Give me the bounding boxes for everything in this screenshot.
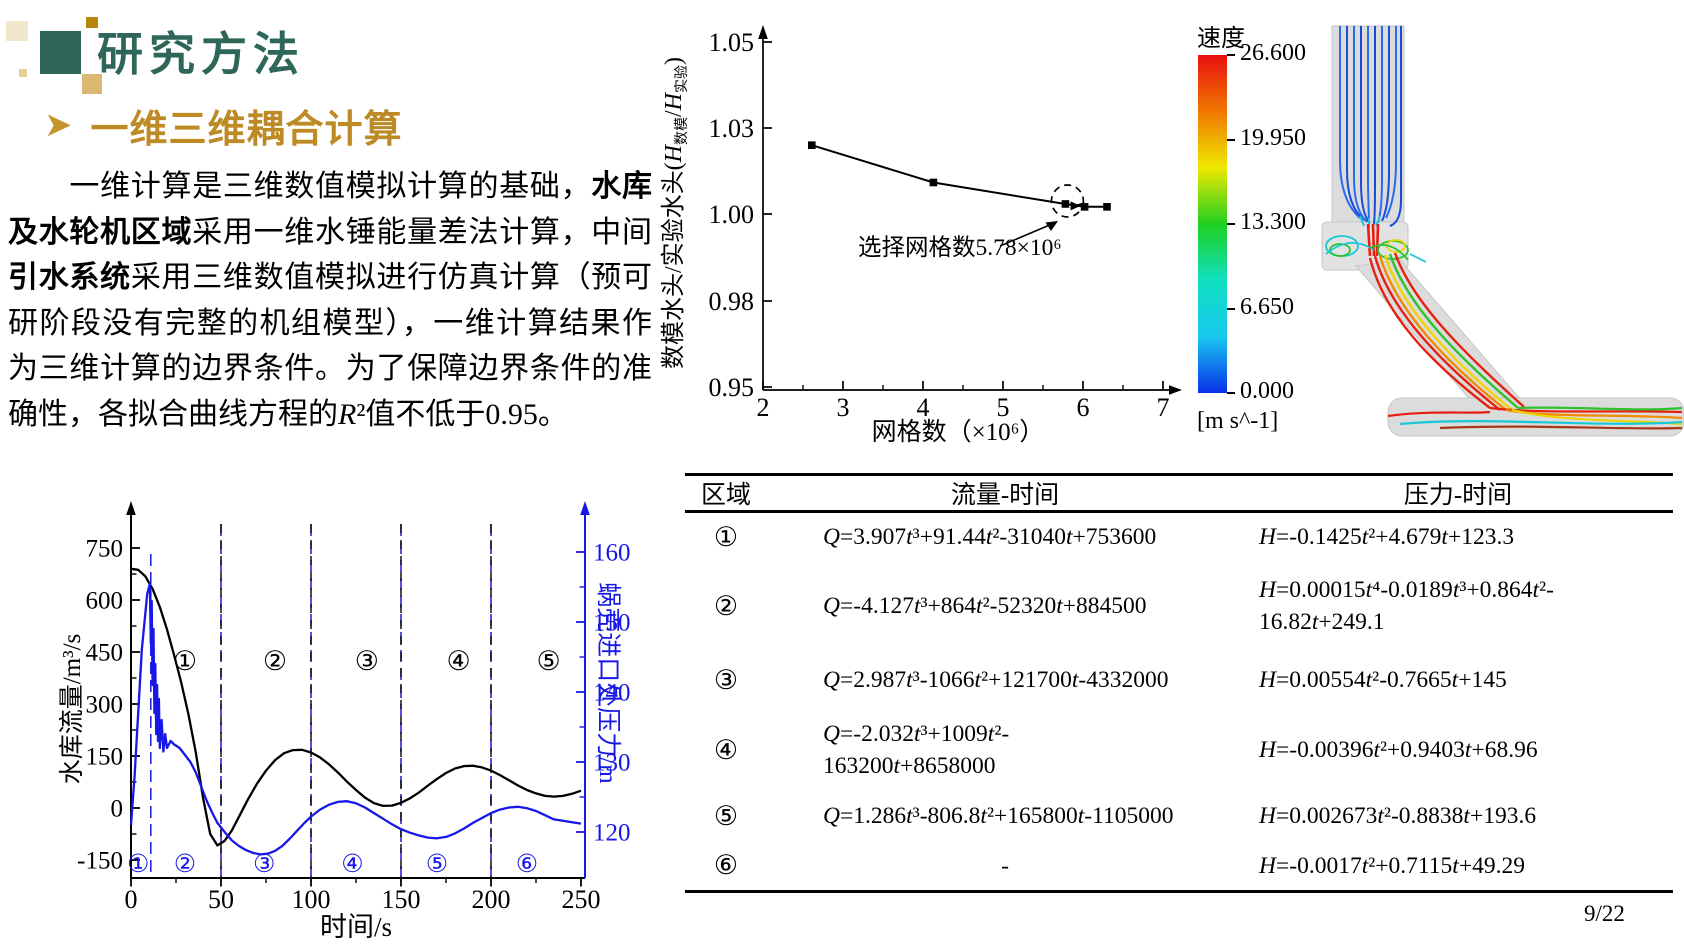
fitting-equations-table: 区域 流量-时间 压力-时间 ① Q=3.907t³+91.44t²-31040… <box>685 473 1673 893</box>
arrow-bullet-icon: ➤ <box>44 106 73 144</box>
svg-text:⑤: ⑤ <box>536 646 560 676</box>
svg-text:1.00: 1.00 <box>709 200 755 229</box>
svg-text:450: 450 <box>86 640 124 667</box>
streamline-visualization <box>1321 25 1684 437</box>
header-flow-time: 流量-时间 <box>950 482 1060 509</box>
section-subtitle: 一维三维耦合计算 <box>90 109 403 151</box>
svg-text:③: ③ <box>253 851 275 878</box>
chart-grid-independence: 2 3 4 5 6 7 1.05 1.03 1.00 0.98 0.95 数模水头/实验水头(H数模… <box>648 12 1183 446</box>
svg-text:0: 0 <box>125 885 138 914</box>
table-row: ④ Q=-2.032t³+1009t²- 163200t+8658000 H=-0… <box>713 721 1538 779</box>
velocity-colorbar: 速度 26.600 19.950 13.300 6.650 0.000 [m s^-1] <box>1195 18 1320 438</box>
header-region: 区域 <box>700 482 751 509</box>
chart-a-canvas: 2 3 4 5 6 7 1.05 1.03 1.00 0.98 0.95 <box>709 25 1182 422</box>
svg-text:5: 5 <box>997 393 1010 422</box>
svg-text:⑥: ⑥ <box>516 851 538 878</box>
svg-text:120: 120 <box>593 820 631 847</box>
chart-a-x-axis-label: 网格数（×10⁶） <box>871 419 1045 446</box>
deco-square-tan <box>19 69 27 77</box>
table-row: ⑤ Q=1.286t³-806.8t²+165800t-1105000 H=0.… <box>713 800 1537 831</box>
tailrace-streamlines <box>1387 406 1683 430</box>
svg-text:1.05: 1.05 <box>709 28 755 57</box>
deco-square-teal <box>40 31 81 74</box>
table-row: ① Q=3.907t³+91.44t²-31040t+753600 H=-0.1… <box>713 521 1515 552</box>
colorbar-title: 速度 <box>1197 26 1245 52</box>
svg-text:0: 0 <box>111 796 124 823</box>
chart-b-left-axis-label: 水库流量/m³/s <box>59 633 86 785</box>
svg-text:①: ① <box>173 646 197 676</box>
svg-text:1.03: 1.03 <box>709 114 755 143</box>
svg-text:④: ④ <box>446 646 470 676</box>
table-row: ⑥ - H=-0.0017t²+0.7115t+49.29 <box>713 850 1525 880</box>
svg-text:200: 200 <box>472 885 511 914</box>
svg-text:①: ① <box>127 851 149 878</box>
page-number: 9/22 <box>1584 901 1625 926</box>
colorbar-gradient <box>1198 55 1227 393</box>
svg-text:2: 2 <box>757 393 770 422</box>
table-row: ③ Q=2.987t³-1066t²+121700t-4332000 H=0.0… <box>713 664 1507 695</box>
chart-transient-curves: 750 600 450 300 150 0 -150 160 150 140 130 120 0 50 10… <box>59 490 675 945</box>
svg-text:100: 100 <box>292 885 331 914</box>
subtitle-row: ➤ 一维三维耦合计算 <box>44 98 403 153</box>
junction-vortex-streamlines <box>1325 235 1427 263</box>
svg-text:250: 250 <box>562 885 601 914</box>
svg-text:⑤: ⑤ <box>426 851 448 878</box>
chart-b-right-axis-label: 蜗壳进口处压力/m <box>594 582 621 784</box>
table-header-row: 区域 流量-时间 压力-时间 <box>685 476 1673 513</box>
svg-text:150: 150 <box>593 610 631 637</box>
chart-b-x-axis-label: 时间/s <box>319 912 392 942</box>
svg-text:130: 130 <box>593 750 631 777</box>
svg-text:4: 4 <box>917 393 930 422</box>
svg-text:140: 140 <box>593 680 631 707</box>
deco-square-cream <box>6 21 28 41</box>
svg-text:0.98: 0.98 <box>709 287 755 316</box>
svg-text:600: 600 <box>86 588 124 615</box>
svg-text:④: ④ <box>341 851 363 878</box>
svg-text:150: 150 <box>86 744 124 771</box>
svg-text:7: 7 <box>1157 393 1170 422</box>
deco-square-dark-gold <box>86 17 98 28</box>
colorbar-unit: [m s^-1] <box>1197 408 1279 434</box>
table-row: ② Q=-4.127t³+864t²-52320t+884500 H=0.000… <box>713 577 1554 635</box>
svg-text:②: ② <box>263 646 287 676</box>
svg-text:750: 750 <box>86 536 124 563</box>
svg-text:160: 160 <box>593 540 631 567</box>
svg-text:3: 3 <box>837 393 850 422</box>
penstock-streamlines <box>1368 252 1525 411</box>
chart-a-y-axis-label: 数模水头/实验水头(H数模/H实验) <box>661 56 690 370</box>
page-title: 研究方法 <box>97 28 305 80</box>
svg-text:③: ③ <box>355 646 379 676</box>
svg-text:50: 50 <box>208 885 234 914</box>
svg-text:150: 150 <box>382 885 421 914</box>
svg-text:-150: -150 <box>77 848 123 875</box>
deco-square-gold <box>82 74 102 94</box>
svg-text:0.95: 0.95 <box>709 373 755 402</box>
chart-a-annotation: 选择网格数5.78×10⁶ <box>858 235 1062 261</box>
svg-text:②: ② <box>174 851 196 878</box>
svg-text:300: 300 <box>86 692 124 719</box>
body-paragraph: 一维计算是三维数值模拟计算的基础，水库及水轮机区域采用一维水锤能量差法计算，中间… <box>8 170 653 431</box>
header-pressure-time: 压力-时间 <box>1403 482 1513 509</box>
penstock-geometry <box>1355 259 1529 417</box>
svg-text:6: 6 <box>1077 393 1090 422</box>
inlet-streamlines <box>1339 26 1402 228</box>
